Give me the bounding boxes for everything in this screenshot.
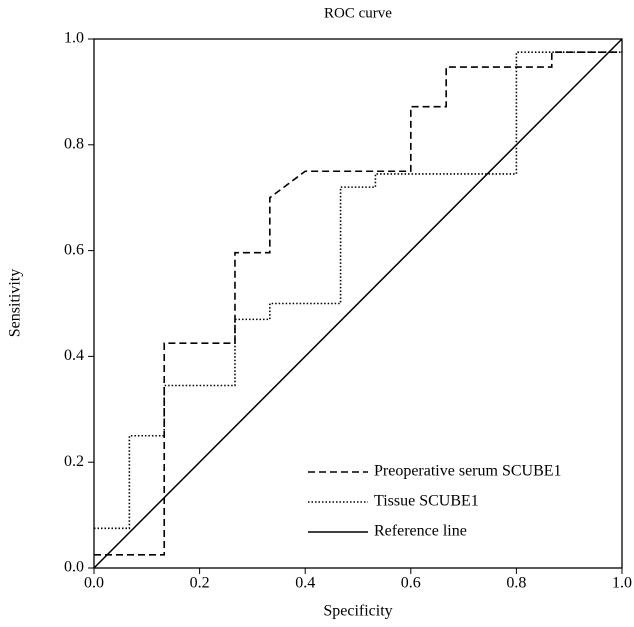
y-tick-label: 0.2 [64, 453, 84, 470]
x-tick-label: 0.0 [84, 575, 104, 592]
legend-label: Reference line [374, 523, 467, 540]
chart-title: ROC curve [324, 5, 392, 21]
legend-label: Preoperative serum SCUBE1 [374, 463, 562, 480]
roc-line [94, 51, 622, 556]
plot-frame [93, 38, 623, 569]
roc-line [94, 51, 622, 530]
y-tick-label: 0.8 [64, 135, 84, 152]
x-tick-label: 0.6 [401, 575, 421, 592]
x-tick-label: 1.0 [612, 575, 632, 592]
y-tick-label: 1.0 [64, 30, 84, 47]
x-tick-label: 0.2 [190, 575, 210, 592]
y-tick-label: 0.4 [64, 347, 84, 364]
legend-label: Tissue SCUBE1 [374, 493, 479, 510]
y-tick-label: 0.6 [64, 241, 84, 258]
roc-line [93, 38, 623, 569]
y-axis-label: Sensitivity [7, 269, 24, 337]
y-tick-label: 0.0 [64, 559, 84, 576]
x-tick-label: 0.8 [506, 575, 526, 592]
x-axis-label: Specificity [323, 603, 392, 620]
x-tick-label: 0.4 [295, 575, 315, 592]
